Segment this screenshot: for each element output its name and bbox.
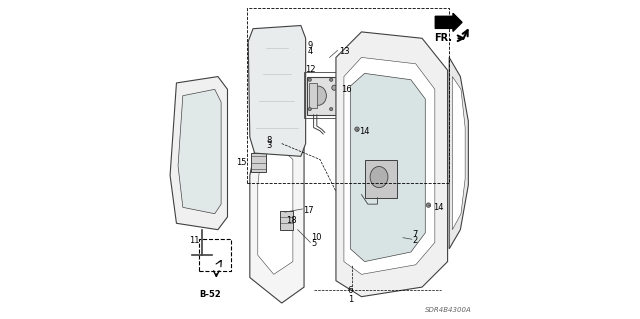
Text: 9: 9 xyxy=(308,41,313,50)
Polygon shape xyxy=(350,73,425,262)
Polygon shape xyxy=(452,77,465,230)
Text: 4: 4 xyxy=(308,47,313,56)
Text: 15: 15 xyxy=(236,158,246,167)
Text: 16: 16 xyxy=(340,85,351,94)
Ellipse shape xyxy=(308,78,312,81)
Ellipse shape xyxy=(332,85,337,90)
Text: 2: 2 xyxy=(413,236,418,245)
Text: 11: 11 xyxy=(189,236,199,245)
Ellipse shape xyxy=(426,203,431,207)
Ellipse shape xyxy=(330,78,333,81)
Ellipse shape xyxy=(310,86,326,105)
Ellipse shape xyxy=(355,127,359,131)
Bar xyxy=(280,211,293,230)
Bar xyxy=(307,77,336,115)
Polygon shape xyxy=(258,147,293,274)
Bar xyxy=(246,8,449,183)
Polygon shape xyxy=(170,77,227,230)
Text: 1: 1 xyxy=(348,295,353,304)
Text: 13: 13 xyxy=(339,47,350,56)
Bar xyxy=(309,83,317,108)
Polygon shape xyxy=(449,57,468,249)
Text: 10: 10 xyxy=(311,233,321,242)
Text: 8: 8 xyxy=(266,136,271,145)
Polygon shape xyxy=(250,128,304,303)
Polygon shape xyxy=(178,89,221,214)
Polygon shape xyxy=(344,57,435,274)
Ellipse shape xyxy=(330,108,333,111)
Text: 3: 3 xyxy=(266,141,271,150)
Ellipse shape xyxy=(370,167,388,188)
Text: 14: 14 xyxy=(359,127,369,136)
Text: SDR4B4300A: SDR4B4300A xyxy=(425,307,472,313)
Text: 7: 7 xyxy=(413,230,418,239)
Text: 18: 18 xyxy=(286,216,296,225)
Polygon shape xyxy=(248,26,306,156)
Bar xyxy=(365,160,397,198)
Polygon shape xyxy=(336,32,447,297)
Ellipse shape xyxy=(308,108,312,111)
Bar xyxy=(199,239,230,271)
Text: 12: 12 xyxy=(305,65,316,74)
Text: FR.: FR. xyxy=(435,33,452,43)
Text: FR.: FR. xyxy=(436,17,456,27)
Text: B-52: B-52 xyxy=(199,290,221,299)
Text: 6: 6 xyxy=(348,286,353,295)
Bar xyxy=(304,72,337,118)
Text: 5: 5 xyxy=(311,239,316,248)
Text: 14: 14 xyxy=(433,203,444,212)
Text: 17: 17 xyxy=(303,206,314,215)
Bar xyxy=(252,153,266,172)
